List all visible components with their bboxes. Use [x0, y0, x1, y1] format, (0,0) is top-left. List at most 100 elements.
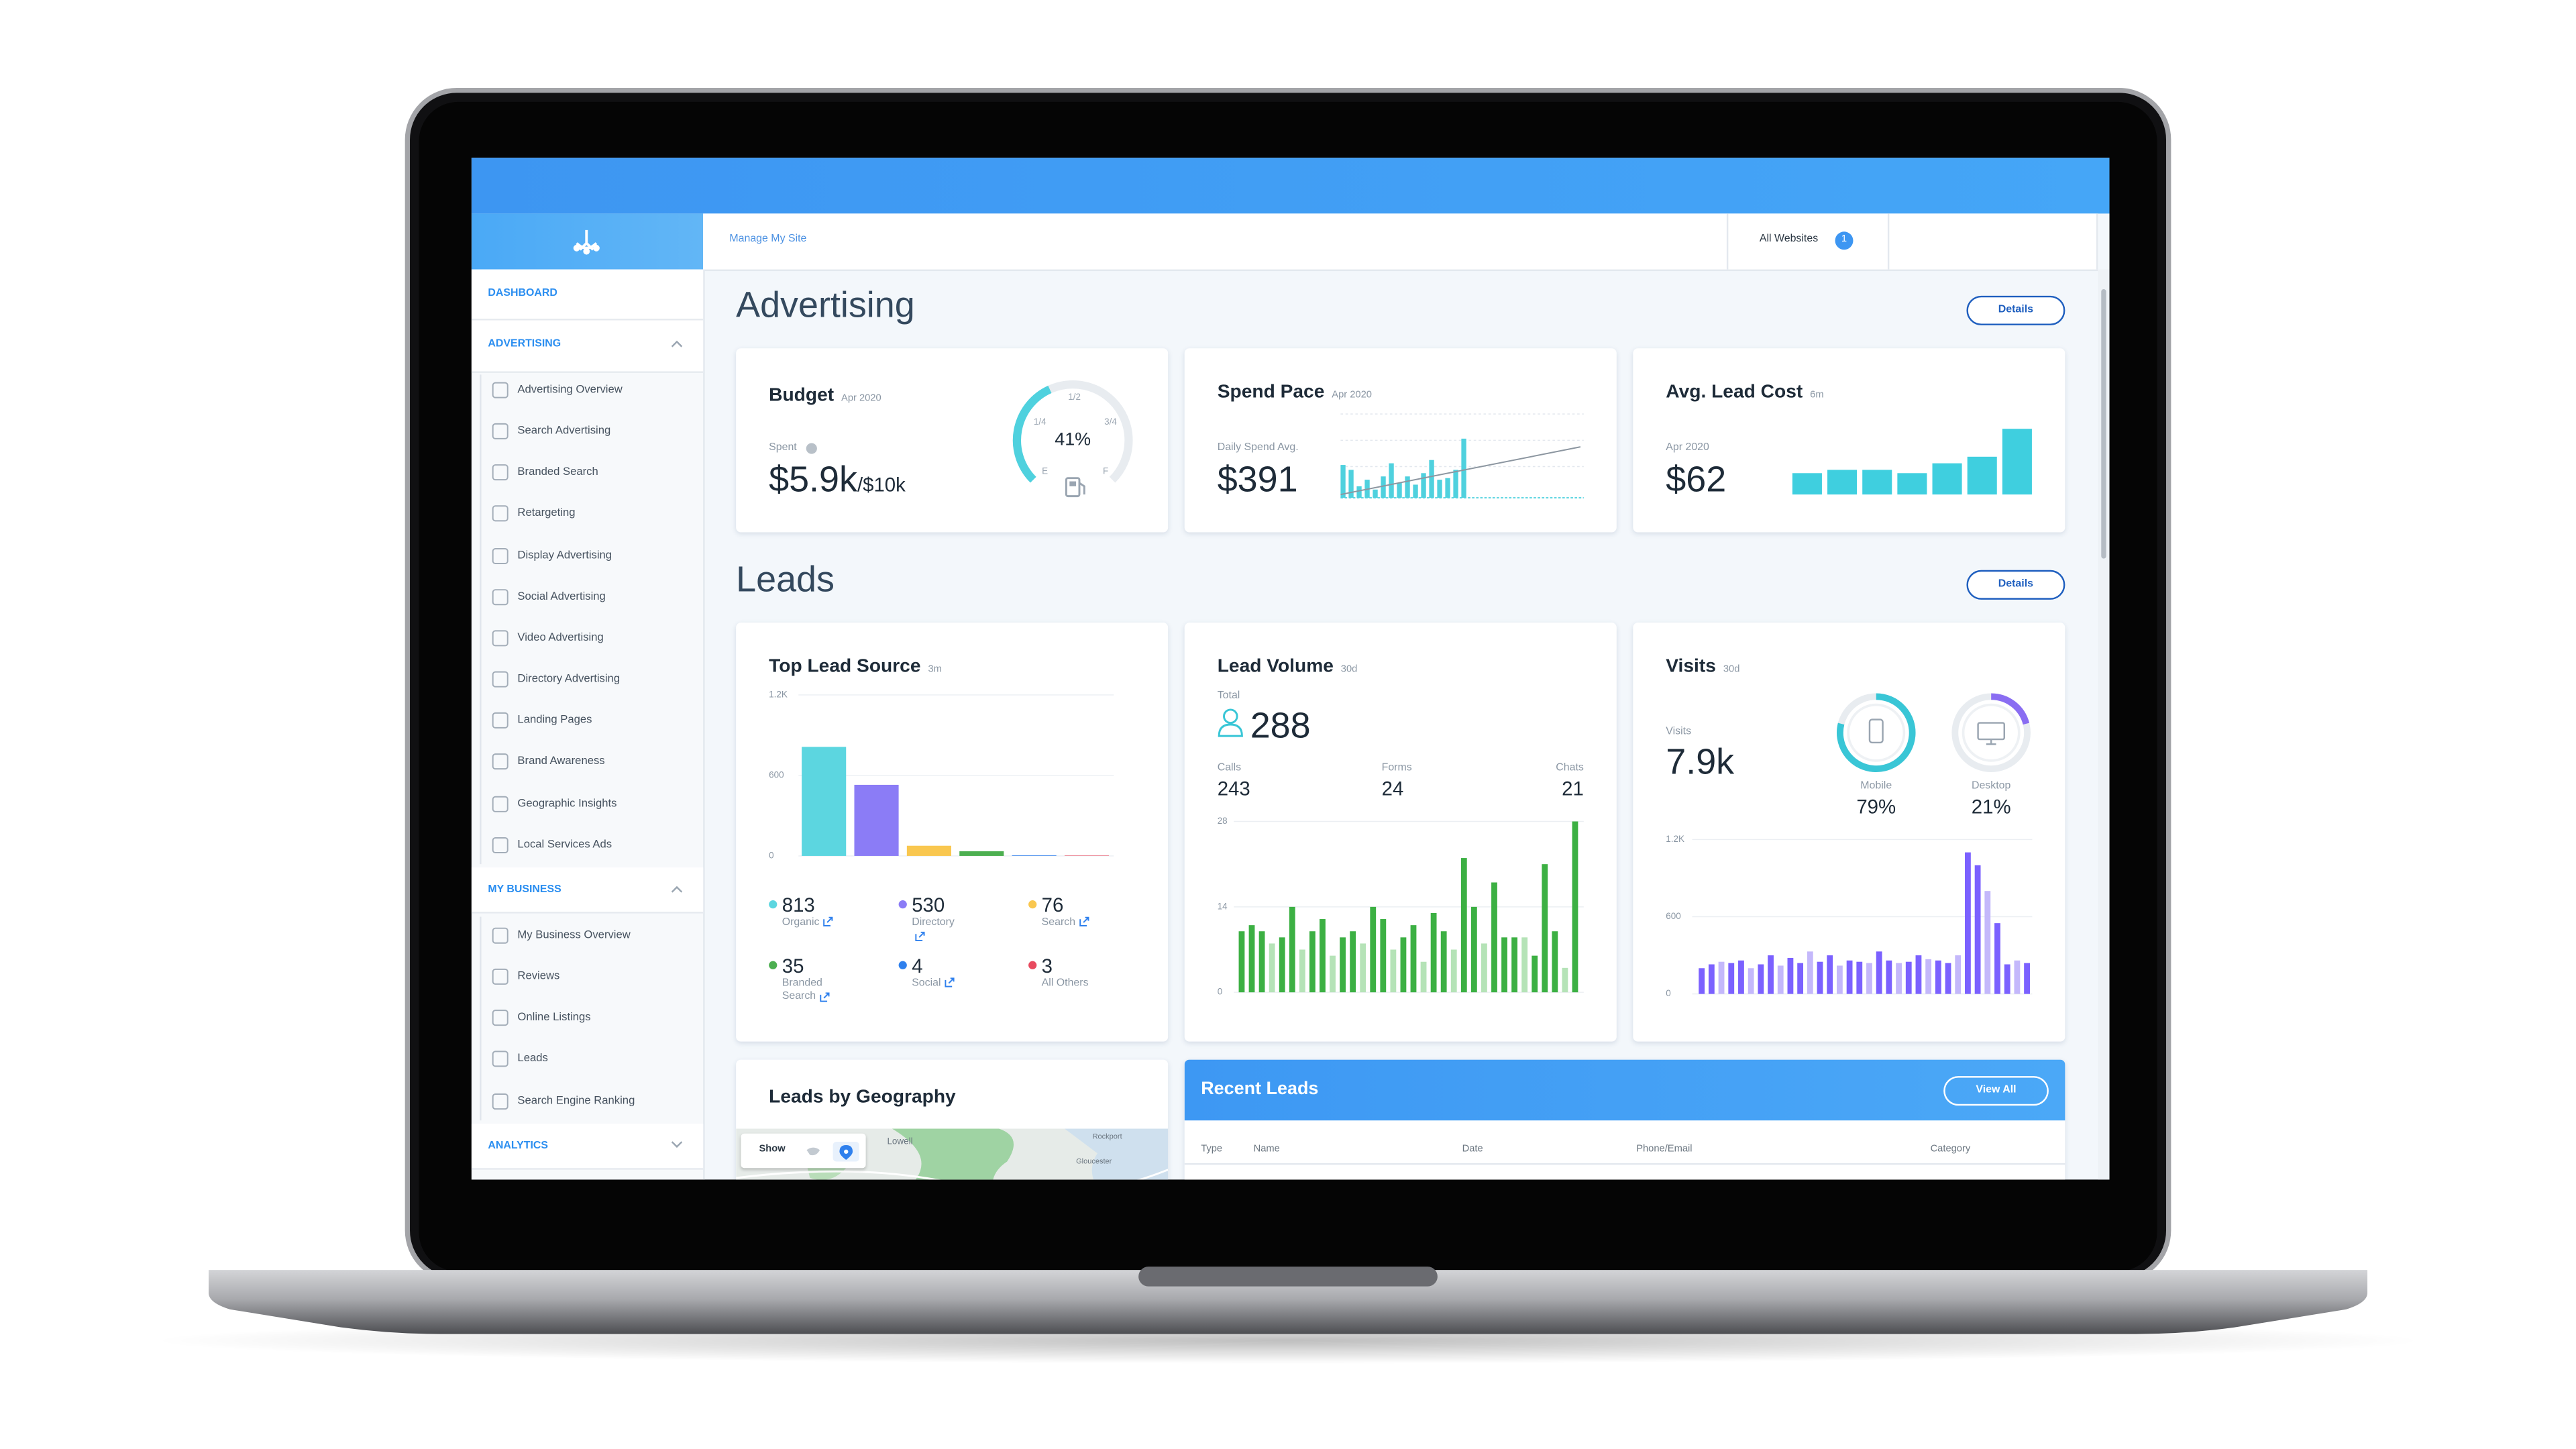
y-tick-label: 28	[1218, 816, 1228, 826]
bar	[2004, 964, 2010, 994]
legend-item[interactable]: 35 Branded Search	[769, 956, 883, 1012]
nav-icon-shape	[492, 712, 508, 729]
legend-label: All Others	[1041, 977, 1089, 989]
bar	[1320, 919, 1326, 993]
nav-section-title: MY BUSINESS	[488, 883, 561, 896]
nav-item[interactable]: Local Services Ads	[483, 834, 696, 857]
bar	[1330, 955, 1336, 993]
nav-item[interactable]: My Business Overview	[483, 925, 696, 948]
bar	[1974, 865, 1981, 994]
bar	[1309, 931, 1316, 993]
lead-cost-chart	[1792, 429, 2032, 495]
nav-item[interactable]: Social Advertising	[483, 586, 696, 609]
nav-section[interactable]: MY BUSINESS	[471, 867, 704, 914]
nav-dashboard[interactable]: DASHBOARD	[471, 269, 704, 321]
nav-label: Online Listings	[517, 1012, 591, 1024]
scroll-track	[2098, 269, 2110, 1180]
card-period: 6m	[1810, 390, 1824, 401]
metric-value: $391	[1217, 458, 1298, 500]
legend-value: 813	[782, 894, 815, 917]
nav-label: Video Advertising	[517, 632, 604, 644]
nav-icon-shape	[492, 753, 508, 770]
bar	[1501, 937, 1507, 993]
gauge-label: F	[1103, 466, 1108, 476]
bar	[1370, 906, 1377, 993]
nav-icon	[492, 795, 508, 812]
card-header: Spend Pace Apr 2020	[1218, 378, 1372, 404]
legend-item[interactable]: 76 Search	[1028, 896, 1143, 951]
manage-site[interactable]: Manage My Site	[729, 233, 807, 245]
nav-item[interactable]: Display Advertising	[483, 545, 696, 568]
view-all-button[interactable]: View All	[1943, 1076, 2049, 1106]
metric-label: Visits	[1666, 726, 1692, 738]
bar	[1945, 963, 1951, 994]
legend-item[interactable]: 813 Organic	[769, 896, 883, 951]
bar	[1258, 931, 1265, 993]
nav-item[interactable]: Advertising Overview	[483, 380, 696, 402]
nav-icon	[492, 506, 508, 523]
nav-section[interactable]: ADVERTISING	[471, 320, 704, 373]
visits-card: Visits 30d Visits 7.9k Mobile 79% Deskto…	[1633, 623, 2065, 1042]
gauge-label: E	[1042, 466, 1048, 476]
nav-item[interactable]: Search Engine Ranking	[483, 1090, 696, 1113]
details-button[interactable]: Details	[1966, 295, 2065, 325]
column-header: Phone/Email	[1636, 1144, 1693, 1155]
nav-item[interactable]: Video Advertising	[483, 627, 696, 650]
map[interactable]: Lowell Rockport Gloucester	[736, 1128, 1169, 1180]
bar	[1792, 473, 1822, 495]
site-count: 1	[1835, 231, 1854, 250]
nav-label: Social Advertising	[517, 591, 606, 603]
nav-item[interactable]: Geographic Insights	[483, 793, 696, 816]
spend-chart	[1340, 413, 1584, 499]
nav-item[interactable]: Branded Search	[483, 462, 696, 485]
link-icon[interactable]	[915, 931, 925, 941]
bar	[1532, 955, 1538, 993]
legend-item[interactable]: 530 Directory	[898, 896, 1014, 951]
nav-item[interactable]: Directory Advertising	[483, 669, 696, 692]
scroll-thumb[interactable]	[2101, 289, 2106, 559]
legend-item[interactable]: 3 All Others	[1028, 956, 1143, 1012]
nav-item[interactable]: Retargeting	[483, 503, 696, 526]
bar	[1453, 470, 1458, 498]
nav-item[interactable]: Online Listings	[483, 1008, 696, 1030]
link-icon[interactable]	[944, 978, 954, 988]
nav-item[interactable]: Reviews	[483, 966, 696, 989]
info-icon[interactable]	[805, 442, 818, 455]
all-websites: All Websites	[1759, 233, 1819, 245]
metric-label: Spent	[769, 441, 797, 453]
nav-item[interactable]: Search Advertising	[483, 421, 696, 443]
link-icon-shape	[915, 931, 925, 941]
nav-section[interactable]: ANALYTICS	[471, 1124, 704, 1170]
nav-item[interactable]: Landing Pages	[483, 710, 696, 733]
card-period: 3m	[928, 665, 942, 676]
bar	[1440, 931, 1447, 993]
metric-label: Apr 2020	[1666, 441, 1709, 453]
details-button[interactable]: Details	[1966, 570, 2065, 600]
site-picker[interactable]: All Websites 1	[1726, 213, 1890, 270]
bar	[1470, 906, 1477, 993]
breakdown-value: 243	[1217, 777, 1250, 800]
nav-item[interactable]: Brand Awareness	[483, 751, 696, 774]
bar	[1389, 463, 1394, 498]
link-icon[interactable]	[819, 991, 829, 1002]
link-icon[interactable]	[822, 917, 833, 927]
bar	[906, 845, 951, 856]
map-toggle[interactable]: Show	[741, 1133, 866, 1169]
nav-icon-shape	[492, 423, 508, 440]
chevron	[671, 340, 683, 347]
nav-icon	[492, 423, 508, 440]
bar	[1420, 961, 1427, 993]
card-title: Spend Pace	[1217, 382, 1325, 403]
person-icon	[1218, 708, 1243, 737]
nav-icon	[492, 1010, 508, 1026]
legend-value: 4	[912, 954, 923, 978]
legend-item[interactable]: 4 Social	[898, 954, 1014, 1012]
nav-item[interactable]: Leads	[483, 1049, 696, 1072]
bar	[1429, 460, 1434, 498]
spend-pace-card: Spend Pace Apr 2020 Daily Spend Avg. $39…	[1184, 348, 1617, 533]
breakdown-label: Chats	[1556, 762, 1584, 774]
link-icon[interactable]	[1079, 917, 1089, 927]
legend-label: Branded Search	[782, 977, 835, 1005]
base	[209, 1270, 2368, 1334]
